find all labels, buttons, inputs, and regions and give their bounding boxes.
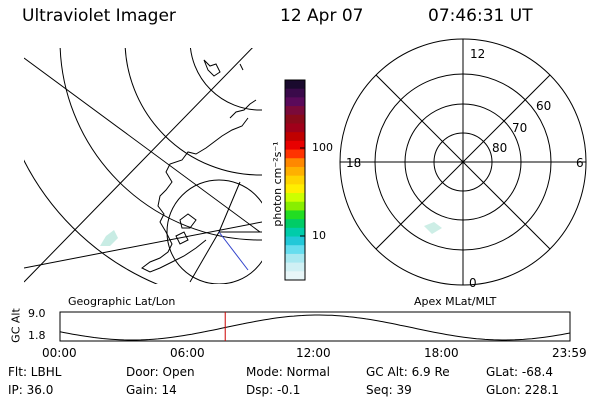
colorbar [285, 80, 305, 281]
seq-readout: Seq: 39 [366, 383, 412, 397]
colorbar-segment [285, 262, 305, 272]
colorbar-segment [285, 114, 305, 124]
colorbar-segment [285, 132, 305, 142]
mlt-label-18: 18 [346, 156, 362, 170]
apex-polar-plot [339, 38, 587, 286]
door-readout: Door: Open [126, 365, 195, 379]
date-label: 12 Apr 07 [280, 6, 364, 26]
gain-readout: Gain: 14 [126, 383, 177, 397]
colorbar-segment [285, 227, 305, 238]
geographic-map [24, 48, 262, 284]
dsp-readout: Dsp: -0.1 [246, 383, 301, 397]
x-tick-0600: 06:00 [170, 346, 205, 360]
instrument-title: Ultraviolet Imager [22, 6, 176, 26]
colorbar-segment [285, 201, 305, 211]
colorbar-segment [285, 184, 305, 194]
colorbar-segment [285, 236, 305, 246]
colorbar-segment [285, 271, 305, 281]
colorbar-segment [285, 80, 305, 90]
colorbar-tick-label-10: 10 [312, 229, 326, 242]
colorbar-segment [285, 245, 305, 255]
colorbar-segment [285, 175, 305, 185]
glat-readout: GLat: -68.4 [486, 365, 553, 379]
x-tick-2359: 23:59 [552, 346, 587, 360]
colorbar-segment [285, 253, 305, 264]
y-tick-1.8: 1.8 [28, 329, 46, 342]
colorbar-tick-label-100: 100 [312, 141, 333, 154]
colorbar-segment [285, 106, 305, 116]
gc-alt-axis-label: GC Alt [9, 308, 23, 343]
geo-panel-label: Geographic Lat/Lon [68, 295, 176, 308]
timeline-frame [59, 311, 571, 342]
mlat-label-70: 70 [512, 121, 528, 135]
mlat-label-60: 60 [536, 99, 552, 113]
colorbar-segment [285, 210, 305, 220]
colorbar-segment [285, 88, 305, 98]
y-tick-9: 9.0 [28, 307, 46, 320]
colorbar-segment [285, 123, 305, 133]
mode-readout: Mode: Normal [246, 365, 330, 379]
mlt-label-6: 6 [576, 156, 584, 170]
colorbar-segment [285, 97, 305, 107]
x-tick-1200: 12:00 [296, 346, 331, 360]
filter-readout: Flt: LBHL [8, 365, 62, 379]
gc-alt-readout: GC Alt: 6.9 Re [366, 365, 450, 379]
colorbar-frame [284, 79, 306, 281]
colorbar-segment [285, 166, 305, 177]
ip-readout: IP: 36.0 [8, 383, 54, 397]
x-tick-1800: 18:00 [424, 346, 459, 360]
colorbar-segment [285, 219, 305, 229]
mlt-label-0: 0 [469, 276, 477, 290]
mlat-label-80: 80 [492, 141, 508, 155]
apex-panel-label: Apex MLat/MLT [414, 295, 497, 308]
orbit-altitude-curve [59, 314, 571, 341]
time-label: 07:46:31 UT [428, 6, 533, 26]
mlt-label-12: 12 [470, 47, 486, 61]
glon-readout: GLon: 228.1 [486, 383, 559, 397]
colorbar-segment [285, 149, 305, 159]
x-tick-0000: 00:00 [42, 346, 77, 360]
colorbar-segment [285, 140, 305, 151]
colorbar-unit-label: photon cm⁻²s⁻¹ [271, 141, 284, 227]
colorbar-segment [285, 158, 305, 168]
colorbar-segment [285, 193, 305, 203]
